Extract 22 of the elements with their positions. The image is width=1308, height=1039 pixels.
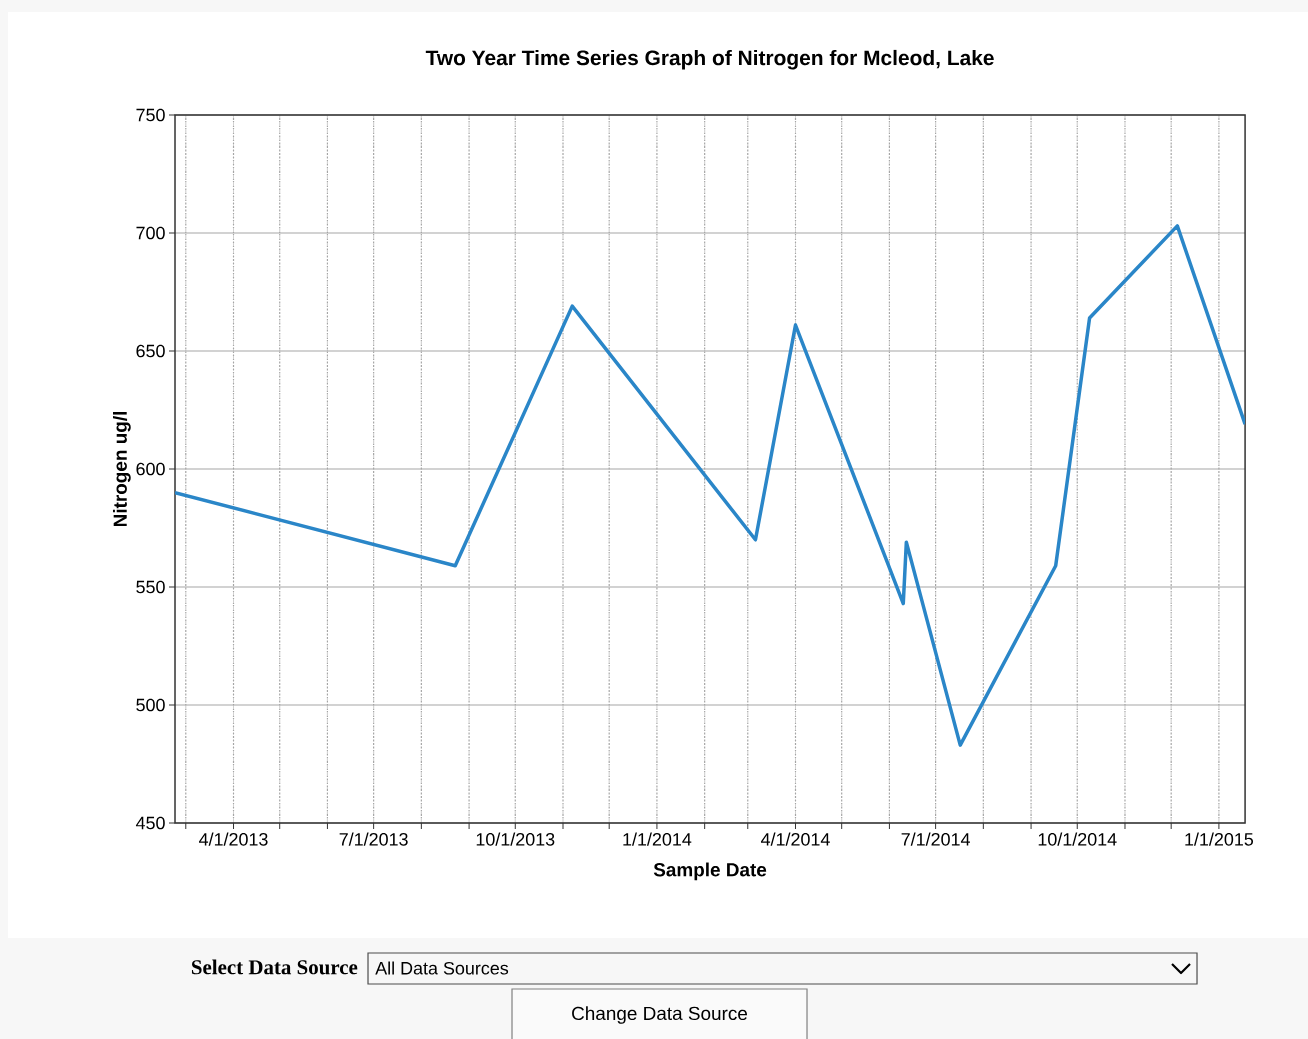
- x-tick-label: 7/1/2013: [339, 832, 408, 846]
- y-tick-label: 600: [136, 462, 165, 476]
- y-axis-title: Nitrogen ug/l: [113, 411, 131, 527]
- y-tick-label: 500: [136, 698, 165, 712]
- x-tick-label: 1/1/2014: [623, 832, 692, 846]
- x-axis-title: Sample Date: [653, 862, 767, 881]
- text: Change Data Source: [572, 1006, 748, 1024]
- line-series: [175, 224, 1246, 747]
- x-tick-label: 10/1/2013: [476, 832, 555, 846]
- y-tick-label: 750: [136, 108, 165, 122]
- text: Select Data Source: [191, 959, 358, 975]
- y-tick-label: 550: [136, 580, 165, 594]
- y-tick-label: 650: [136, 344, 165, 358]
- x-tick-label: 1/1/2015: [1185, 832, 1254, 846]
- x-tick-label: 10/1/2014: [1038, 832, 1117, 846]
- y-tick-label: 700: [136, 226, 165, 240]
- x-tick-label: 4/1/2014: [761, 832, 830, 846]
- chart-title: Two Year Time Series Graph of Nitrogen for Mcleod, Lake: [425, 49, 994, 70]
- y-tick-label: 450: [135, 816, 165, 830]
- text: All Data Sources: [375, 961, 509, 975]
- x-tick-label: 7/1/2014: [901, 832, 970, 846]
- x-tick-label: 4/1/2013: [199, 832, 268, 846]
